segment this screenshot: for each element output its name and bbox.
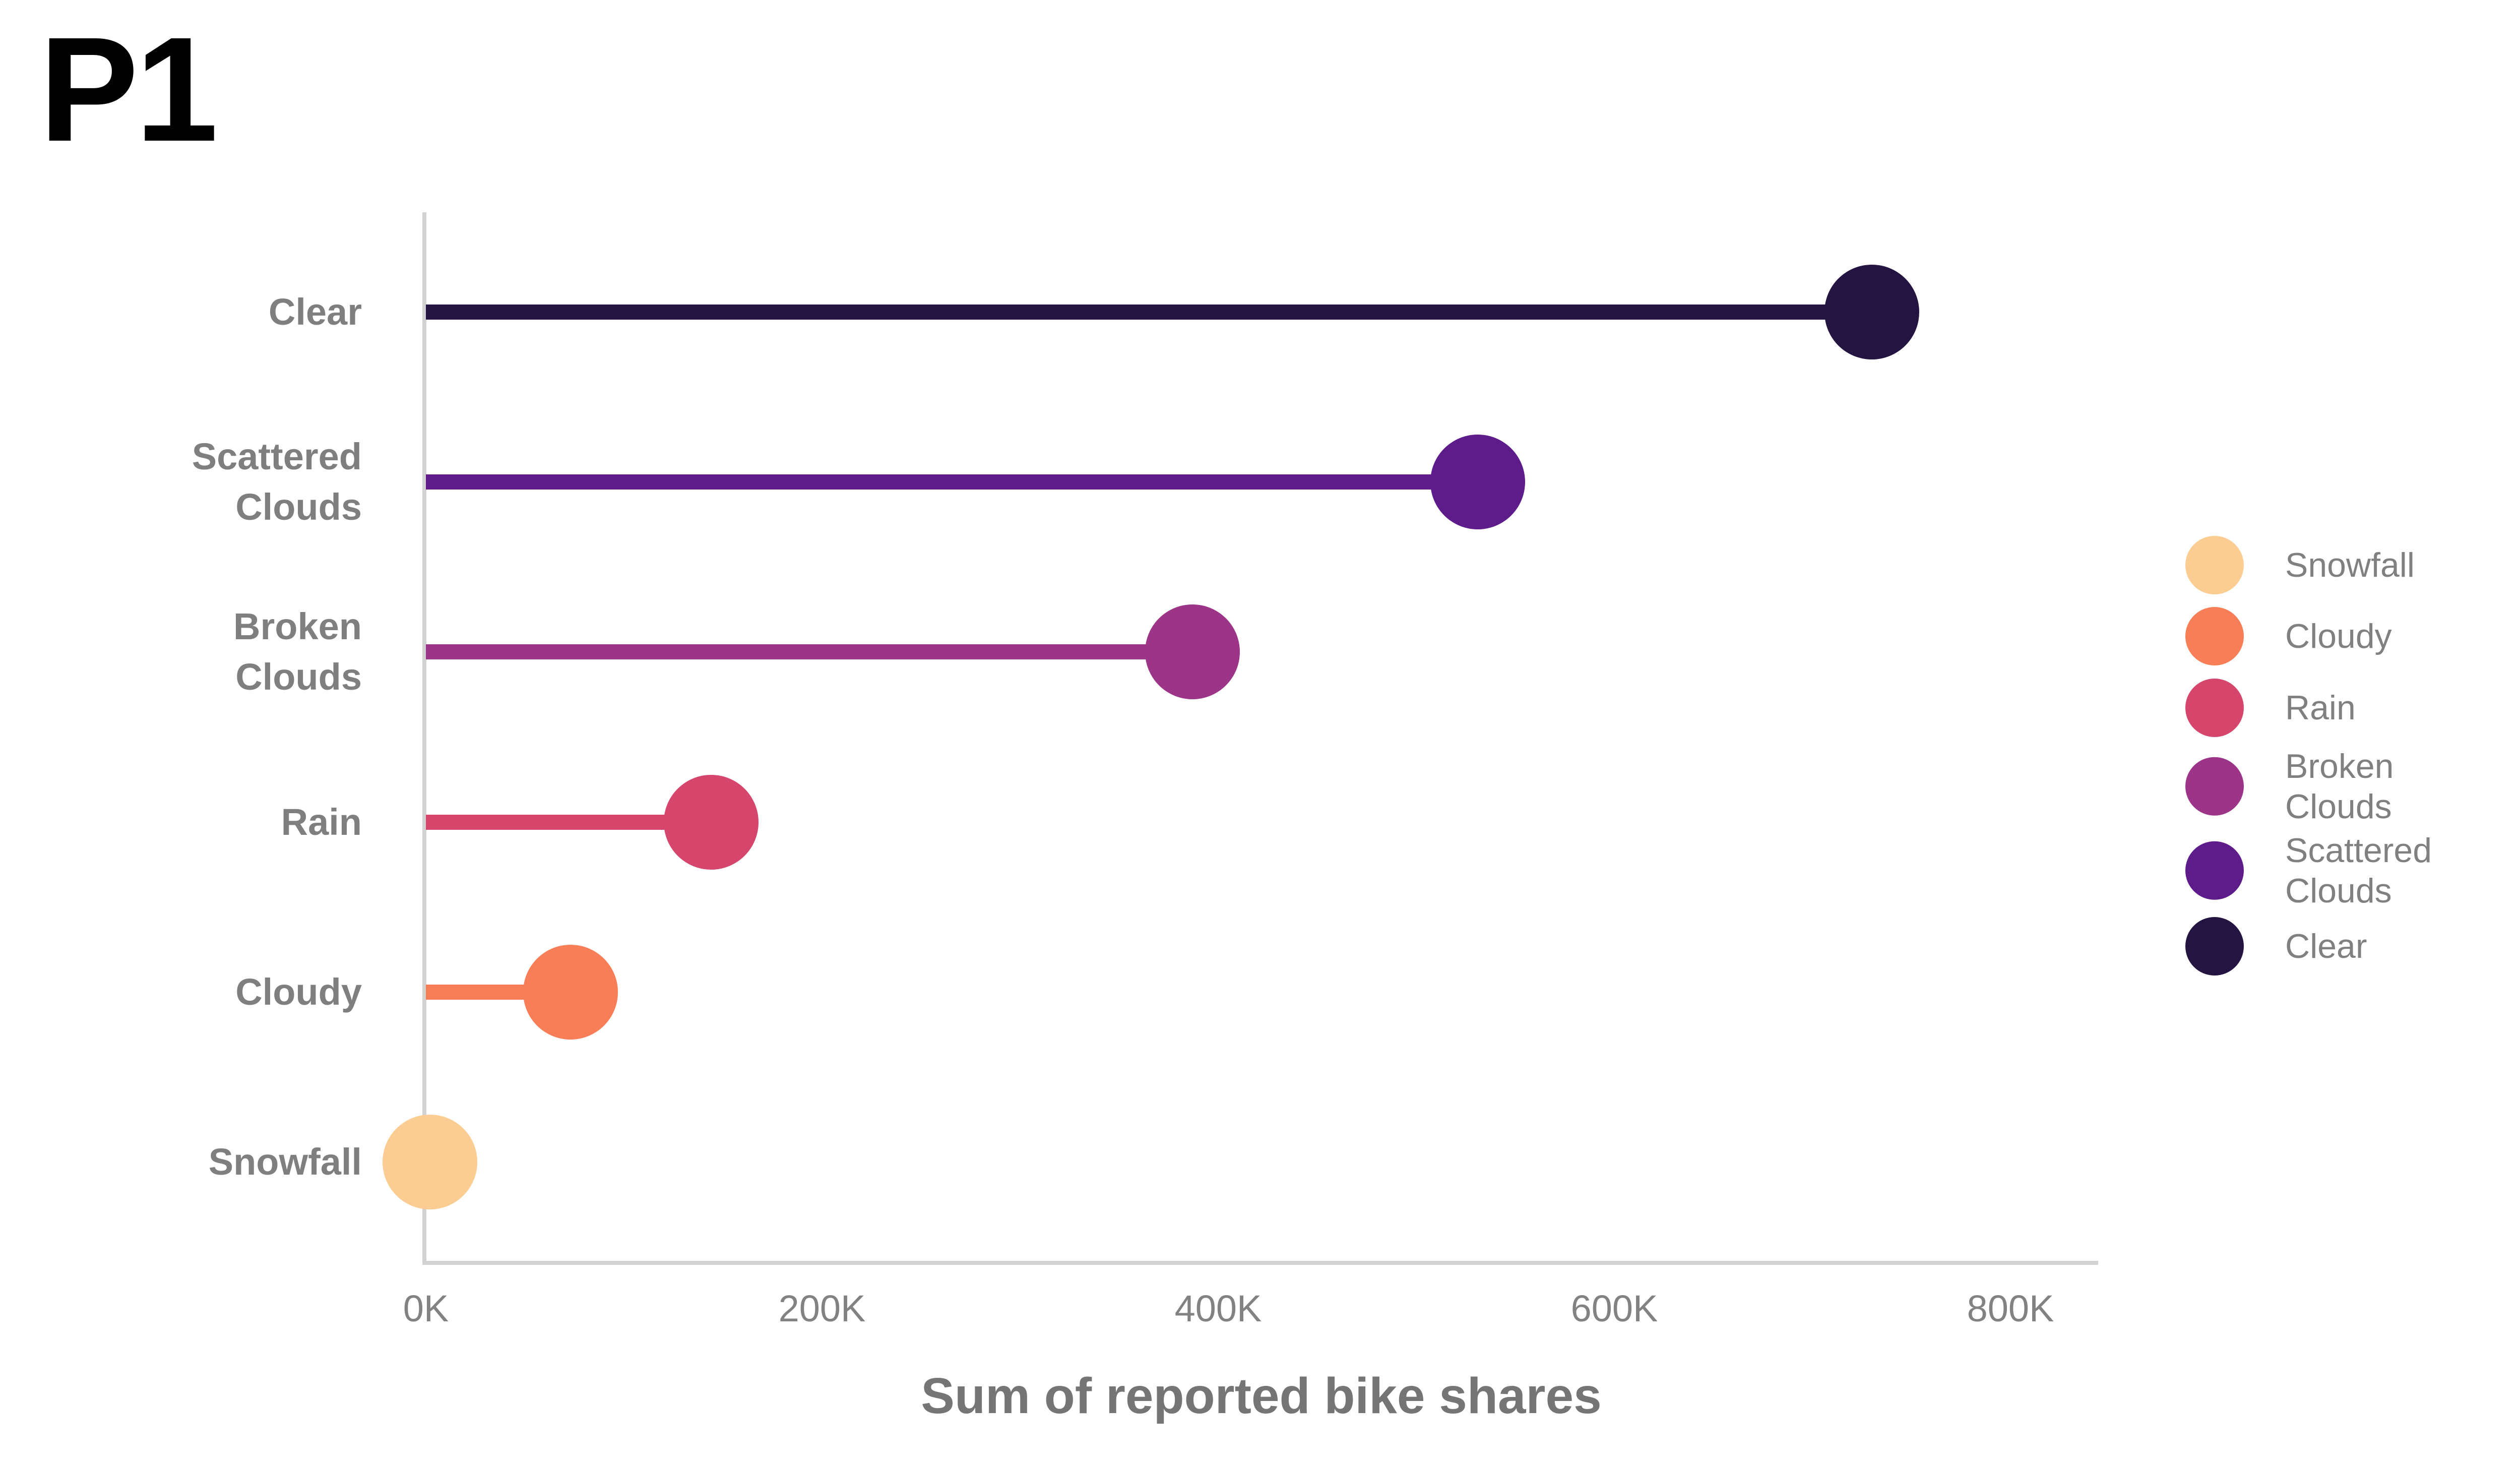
legend-item: Broken Clouds	[2185, 746, 2393, 827]
y-axis-label: Broken Clouds	[233, 605, 362, 698]
legend-item: Scattered Clouds	[2185, 830, 2432, 911]
legend-item: Clear	[2185, 917, 2367, 976]
lollipop-stem	[426, 474, 1478, 490]
legend-marker-circle	[2185, 536, 2244, 594]
legend-item: Snowfall	[2185, 536, 2415, 594]
legend-marker-circle	[2185, 841, 2244, 900]
x-tick-label: 0K	[403, 1288, 449, 1329]
lollipop-stem	[426, 814, 711, 830]
legend-label: Cloudy	[2285, 617, 2392, 655]
legend-label: Snowfall	[2285, 545, 2415, 584]
y-axis-line	[422, 212, 426, 1265]
lollipop-dot	[382, 1115, 477, 1209]
legend-marker-circle	[2185, 917, 2244, 976]
chart-title: P1	[39, 6, 218, 172]
lollipop-stem	[426, 304, 1872, 320]
legend-marker-circle	[2185, 757, 2244, 816]
x-tick-label: 800K	[1967, 1288, 2054, 1329]
y-axis-label: Cloudy	[235, 970, 362, 1013]
lollipop-dot	[663, 774, 759, 870]
lollipop-dot	[1824, 265, 1919, 359]
x-tick-label: 400K	[1174, 1288, 1262, 1329]
x-tick-label: 600K	[1570, 1288, 1658, 1329]
legend-marker-circle	[2185, 679, 2244, 737]
x-axis-line	[422, 1261, 2098, 1265]
y-axis-label: Scattered Clouds	[192, 436, 362, 528]
y-axis-label: Snowfall	[208, 1141, 362, 1183]
legend-label: Scattered Clouds	[2285, 831, 2432, 910]
legend-label: Clear	[2285, 927, 2367, 965]
x-tick-label: 200K	[778, 1288, 866, 1329]
legend-item: Rain	[2185, 679, 2356, 737]
lollipop-dot	[1145, 604, 1240, 700]
legend-label: Rain	[2285, 688, 2356, 727]
y-axis-label: Rain	[281, 801, 362, 843]
lollipop-dot	[523, 944, 618, 1040]
legend-marker-circle	[2185, 607, 2244, 665]
lollipop-dot	[1430, 435, 1525, 530]
lollipop-stem	[426, 644, 1192, 660]
legend-item: Cloudy	[2185, 607, 2392, 665]
legend-label: Broken Clouds	[2285, 747, 2394, 826]
x-axis-title: Sum of reported bike shares	[921, 1368, 1602, 1424]
y-axis-label: Clear	[268, 291, 362, 333]
